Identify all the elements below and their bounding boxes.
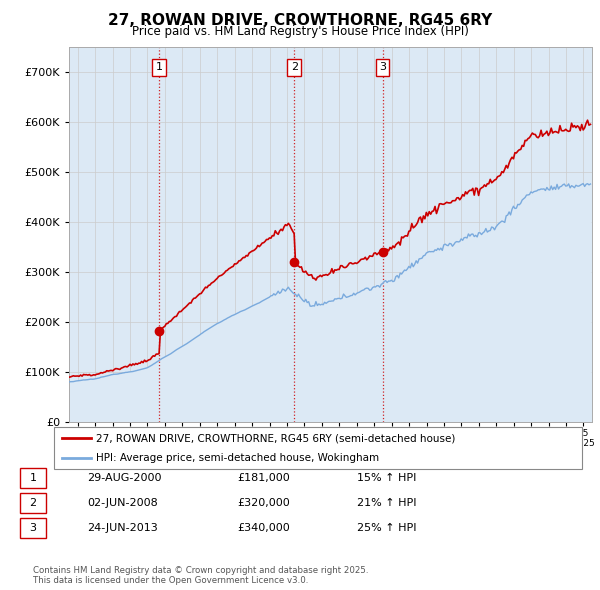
Text: 1: 1 — [155, 62, 163, 72]
FancyBboxPatch shape — [20, 518, 46, 538]
Text: 24-JUN-2013: 24-JUN-2013 — [87, 523, 158, 533]
Text: 27, ROWAN DRIVE, CROWTHORNE, RG45 6RY: 27, ROWAN DRIVE, CROWTHORNE, RG45 6RY — [108, 13, 492, 28]
Text: 2: 2 — [29, 498, 37, 507]
Text: 02-JUN-2008: 02-JUN-2008 — [87, 498, 158, 507]
Text: HPI: Average price, semi-detached house, Wokingham: HPI: Average price, semi-detached house,… — [96, 453, 379, 463]
Text: 27, ROWAN DRIVE, CROWTHORNE, RG45 6RY (semi-detached house): 27, ROWAN DRIVE, CROWTHORNE, RG45 6RY (s… — [96, 433, 455, 443]
Text: £320,000: £320,000 — [237, 498, 290, 507]
FancyBboxPatch shape — [20, 493, 46, 513]
Text: 15% ↑ HPI: 15% ↑ HPI — [357, 473, 416, 483]
Text: £181,000: £181,000 — [237, 473, 290, 483]
Text: 3: 3 — [379, 62, 386, 72]
Text: Contains HM Land Registry data © Crown copyright and database right 2025.
This d: Contains HM Land Registry data © Crown c… — [33, 566, 368, 585]
Text: 1: 1 — [29, 473, 37, 483]
Text: 21% ↑ HPI: 21% ↑ HPI — [357, 498, 416, 507]
Text: 29-AUG-2000: 29-AUG-2000 — [87, 473, 161, 483]
Text: 2: 2 — [291, 62, 298, 72]
Text: 3: 3 — [29, 523, 37, 533]
FancyBboxPatch shape — [20, 468, 46, 488]
Text: 25% ↑ HPI: 25% ↑ HPI — [357, 523, 416, 533]
Text: £340,000: £340,000 — [237, 523, 290, 533]
Text: Price paid vs. HM Land Registry's House Price Index (HPI): Price paid vs. HM Land Registry's House … — [131, 25, 469, 38]
